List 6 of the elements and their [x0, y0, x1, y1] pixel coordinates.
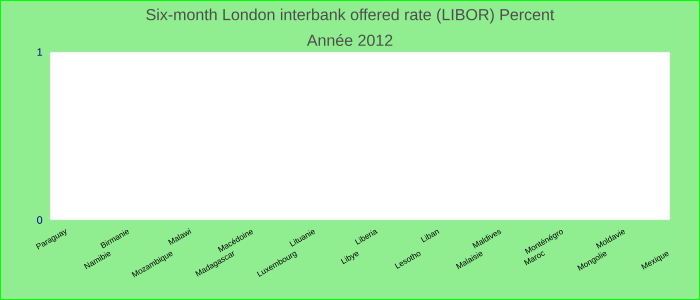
- y-tick-label: 1: [38, 48, 42, 56]
- x-tick-label: Liban: [420, 230, 440, 242]
- chart-title: Six-month London interbank offered rate (LIBOR) Percent: [146, 8, 554, 24]
- chart-subtitle: Année 2012: [306, 34, 392, 46]
- x-tick-label: Libye: [340, 252, 359, 264]
- y-tick-label: 0: [37, 216, 42, 224]
